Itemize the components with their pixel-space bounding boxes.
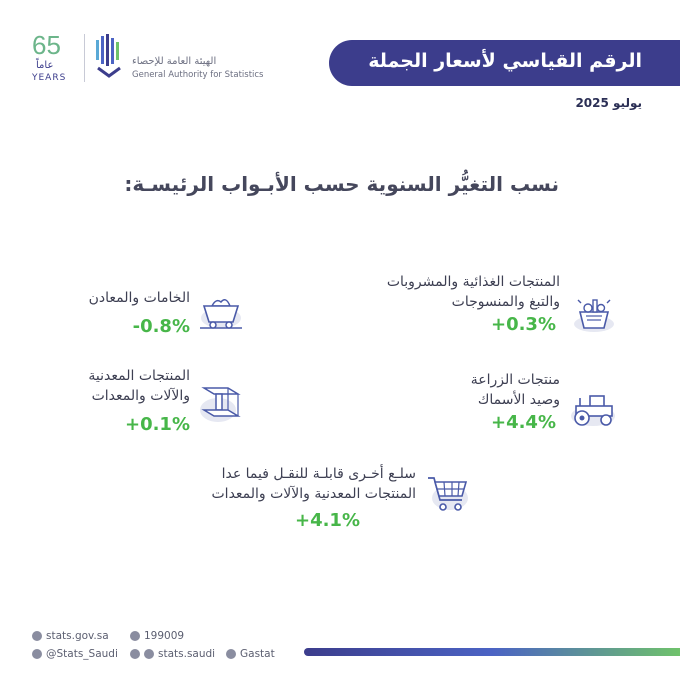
title-banner: الرقم القياسي لأسعار الجملة <box>329 40 680 86</box>
category-agriculture-value: +4.4% <box>490 412 556 433</box>
footer-social[interactable]: stats.saudi <box>130 648 215 660</box>
footer-accent-bar <box>304 648 680 656</box>
anniversary-logo: 65 عاماً YEARS <box>28 30 76 86</box>
footer-website[interactable]: stats.gov.sa <box>32 630 109 642</box>
category-metal-value: +0.1% <box>124 414 190 435</box>
linkedin-icon <box>226 649 236 659</box>
x-icon <box>32 649 42 659</box>
globe-icon <box>32 631 42 641</box>
tractor-icon <box>568 388 618 430</box>
report-date: يوليو 2025 <box>575 96 642 110</box>
page-title: الرقم القياسي لأسعار الجملة <box>368 50 642 72</box>
category-agriculture-label: منتجات الزراعة وصيد الأسماك <box>470 372 560 408</box>
category-other-goods-value: +4.1% <box>294 510 360 531</box>
anniversary-en: YEARS <box>32 73 67 83</box>
org-name-en: General Authority for Statistics <box>132 70 264 80</box>
food-basket-icon <box>572 290 616 334</box>
gastat-logo-icon <box>94 34 124 78</box>
facebook-icon <box>144 649 154 659</box>
category-food-value: +0.3% <box>490 314 556 335</box>
anniversary-number: 65 <box>32 30 61 60</box>
category-metal-label: المنتجات المعدنية والآلات والمعدات <box>88 368 190 404</box>
phone-icon <box>130 631 140 641</box>
instagram-icon <box>130 649 140 659</box>
shopping-cart-icon <box>424 470 470 516</box>
category-minerals-label: الخامات والمعادن <box>88 290 190 306</box>
footer-phone[interactable]: 199009 <box>130 630 184 642</box>
mine-cart-icon <box>198 290 244 332</box>
footer-x-handle[interactable]: @Stats_Saudi <box>32 648 118 660</box>
divider <box>84 34 85 82</box>
category-other-goods-label: سلـع أخـرى قابلـة للنقـل فيما عدا المنتج… <box>211 466 417 502</box>
section-subtitle: نسب التغيُّر السنوية حسب الأبـواب الرئيس… <box>124 172 559 196</box>
category-food-label: المنتجات الغذائية والمشروبات والتبغ والم… <box>386 274 560 310</box>
anniversary-word: عاماً <box>36 60 54 71</box>
footer-linkedin[interactable]: Gastat <box>226 648 275 660</box>
org-name-ar: الهيئة العامة للإحصاء <box>132 56 217 67</box>
steel-beam-icon <box>198 380 244 426</box>
category-minerals-value: -0.8% <box>132 316 190 337</box>
